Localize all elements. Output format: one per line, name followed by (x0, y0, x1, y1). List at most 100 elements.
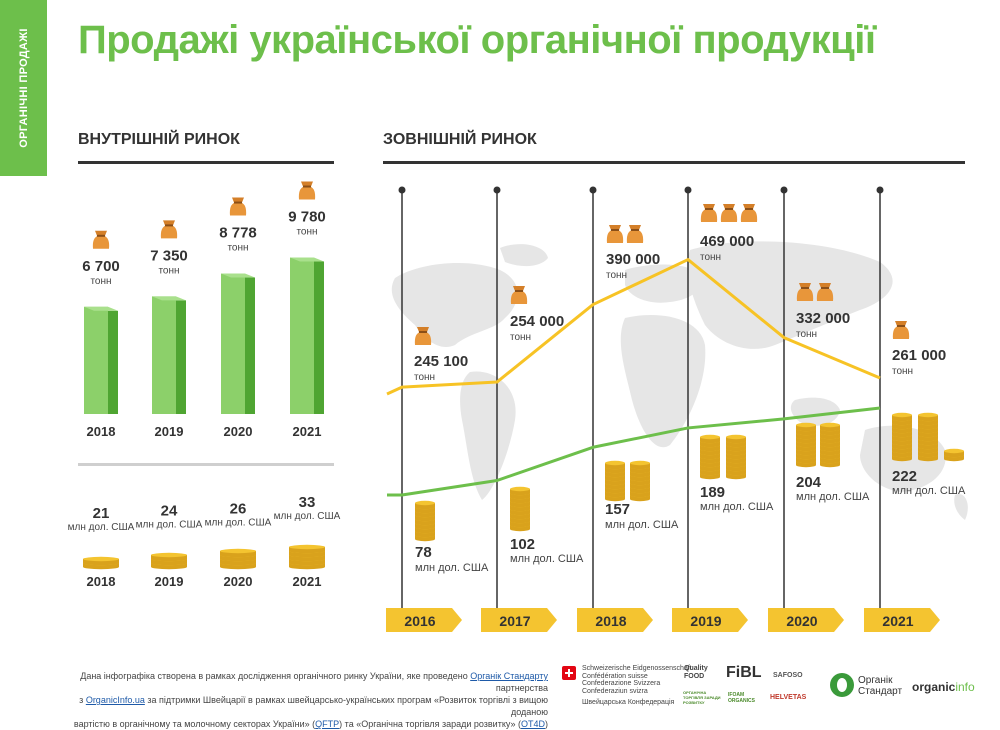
export-volume-label: 245 100 (414, 353, 468, 370)
export-year-label: 2016 (404, 613, 435, 629)
export-value-label: 78 (415, 544, 432, 561)
export-value-unit: млн дол. США (510, 553, 584, 565)
organicinfo-b: info (955, 680, 975, 694)
safoso-logo: SAFOSO (773, 672, 803, 679)
domestic-value-label: 21 (93, 505, 110, 522)
domestic-bar (152, 296, 186, 414)
bag-icon (720, 204, 738, 222)
qftp-link[interactable]: QFTP (315, 719, 340, 729)
organic-standard-icon (830, 673, 854, 697)
export-heading: ЗОВНІШНІЙ РИНОК (383, 131, 537, 148)
domestic-volume-unit: тонн (158, 265, 179, 276)
coin-stack-icon (630, 460, 650, 502)
bag-icon (816, 283, 834, 301)
domestic-volume-unit: тонн (227, 243, 248, 254)
bag-icon (626, 225, 644, 243)
swiss-line-it: Confederazione Svizzera (582, 680, 661, 687)
organicinfo-link[interactable]: OrganicInfo.ua (85, 695, 145, 705)
bag-icon (92, 230, 110, 249)
export-volume-label: 332 000 (796, 310, 850, 327)
domestic-volume-unit: тонн (296, 227, 317, 238)
value-line (387, 406, 881, 497)
timeline-dot (398, 186, 406, 194)
domestic-volume-label: 9 780 (288, 209, 326, 226)
export-value-unit: млн дол. США (892, 485, 966, 497)
export-volume-unit: тонн (414, 372, 435, 383)
domestic-value-unit: млн дол. США (205, 518, 272, 529)
helvetas-logo: HELVETAS (770, 694, 807, 701)
domestic-volume-label: 6 700 (82, 258, 120, 275)
organic-trade-logo: ОРГАНІЧНА ТОРГІВЛЯ ЗАРАДИ РОЗВИТКУ (683, 690, 721, 705)
year-badge (768, 608, 844, 632)
export-volume-label: 469 000 (700, 233, 754, 250)
bag-icon (160, 220, 178, 239)
export-value-label: 222 (892, 468, 917, 485)
export-year-label: 2018 (595, 613, 626, 629)
coin-stack-icon (220, 548, 256, 570)
organicinfo-logo: organicinfo (912, 680, 975, 694)
domestic-value-unit: млн дол. США (68, 522, 135, 533)
timeline-dot (780, 186, 788, 194)
swiss-line-de: Schweizerische Eidgenossenschaft (582, 665, 692, 672)
export-volume-label: 390 000 (606, 251, 660, 268)
coin-stack-icon (700, 434, 720, 480)
footer-line3-end: ) (545, 719, 548, 729)
year-badge (386, 608, 462, 632)
domestic-value-label: 26 (230, 501, 247, 518)
quality-food-logo: Quality FOOD (684, 665, 708, 680)
ifoam-logo: IFOAM ORGANICS (728, 692, 755, 704)
page-title: Продажі української органічної продукції (78, 18, 876, 62)
bag-icon (298, 181, 316, 200)
export-value-unit: млн дол. США (415, 562, 489, 574)
domestic-value-year: 2018 (87, 574, 116, 589)
side-tab: ОРГАНІЧНІ ПРОДАЖІ (0, 0, 47, 176)
export-year-label: 2020 (786, 613, 817, 629)
export-year-label: 2017 (499, 613, 530, 629)
domestic-rule (78, 161, 334, 164)
swiss-flag-icon (562, 666, 576, 680)
ot4d-link[interactable]: OT4D (520, 719, 545, 729)
coin-stack-icon (796, 422, 816, 468)
year-badge (577, 608, 653, 632)
domestic-volume-label: 7 350 (150, 247, 188, 264)
export-volume-label: 254 000 (510, 313, 564, 330)
export-year-label: 2021 (882, 613, 913, 629)
domestic-year-label: 2020 (224, 424, 253, 439)
year-badge (672, 608, 748, 632)
world-map (391, 241, 968, 520)
domestic-year-label: 2021 (293, 424, 322, 439)
organicinfo-a: organic (912, 680, 956, 694)
domestic-year-label: 2018 (87, 424, 116, 439)
organic-standard-link[interactable]: Органік Стандарту (470, 671, 548, 681)
swiss-line-fr: Confédération suisse (582, 672, 648, 680)
coin-stack-icon (726, 434, 746, 480)
domestic-divider (78, 463, 334, 466)
coin-stack-icon (892, 412, 912, 462)
domestic-bar (84, 306, 118, 414)
export-rule (383, 161, 965, 164)
export-volume-unit: тонн (892, 366, 913, 377)
coin-stack-icon (918, 412, 938, 462)
year-badge (481, 608, 557, 632)
bag-icon (892, 321, 910, 339)
bag-icon (229, 197, 247, 216)
export-year-label: 2019 (690, 613, 721, 629)
swiss-line-rm: Confederaziun svizra (582, 687, 648, 695)
coin-stack-icon (83, 556, 119, 570)
domestic-bar (221, 273, 255, 414)
export-volume-unit: тонн (700, 252, 721, 263)
domestic-volume-unit: тонн (90, 276, 111, 287)
year-badge (864, 608, 940, 632)
export-value-unit: млн дол. США (796, 491, 870, 503)
timeline-dot (493, 186, 501, 194)
export-volume-unit: тонн (796, 329, 817, 340)
bag-icon (796, 283, 814, 301)
volume-line (386, 258, 881, 396)
swiss-confederation-logo: Schweizerische Eidgenossenschaft Confédé… (582, 665, 692, 695)
domestic-value-unit: млн дол. США (136, 519, 203, 530)
coin-stack-icon (415, 500, 435, 542)
bag-icon (510, 286, 528, 304)
footer-text: Дана інфографіка створена в рамках дослі… (48, 670, 548, 730)
